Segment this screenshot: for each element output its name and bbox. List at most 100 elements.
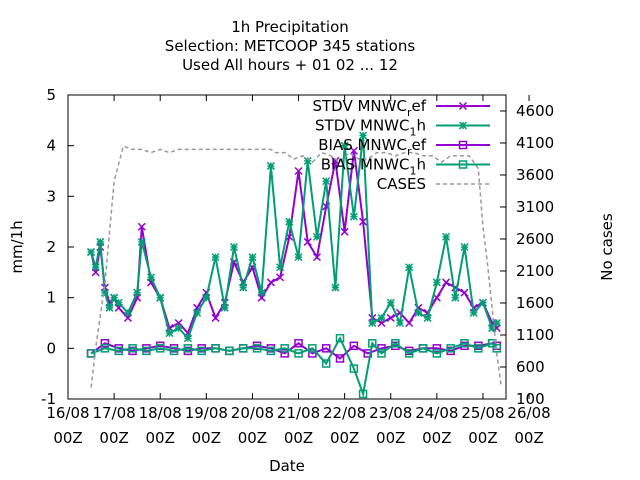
y-tick-label: 2 <box>46 238 56 256</box>
data-point <box>100 344 110 353</box>
x-tick-label: 24/08 <box>415 404 458 422</box>
data-point <box>368 339 377 348</box>
y-tick-label: 1 <box>46 289 56 307</box>
plot-area <box>86 131 503 399</box>
x-axis: 16/08 00Z 17/08 00Z 18/08 00Z 19/08 00Z 20/08 00Z… <box>46 95 551 447</box>
x-tick-label: 00Z <box>238 429 267 447</box>
data-point <box>446 344 455 353</box>
data-point <box>169 346 179 356</box>
data-point <box>359 217 368 226</box>
series-line <box>90 135 498 341</box>
y2-tick-label: 600 <box>516 358 545 376</box>
data-point <box>460 339 469 348</box>
y-tick-label: 3 <box>46 187 56 205</box>
series-line <box>90 335 498 398</box>
y-axis: -1 0 1 2 3 4 5 <box>41 86 74 408</box>
data-point <box>335 354 345 363</box>
data-point <box>142 346 151 356</box>
data-point <box>266 278 275 287</box>
series-line <box>90 342 498 360</box>
data-point <box>211 344 220 353</box>
legend-label-tail: ef <box>411 136 426 154</box>
data-point <box>100 339 110 348</box>
y-tick-label: 5 <box>46 86 56 104</box>
y2-tick-label: 2600 <box>516 230 554 248</box>
y-tick-label: 4 <box>46 137 56 155</box>
data-point <box>432 349 442 358</box>
y2-tick-label: 100 <box>516 390 545 408</box>
x-tick-label: 00Z <box>514 429 543 447</box>
legend-label-sub: r <box>407 106 412 119</box>
x-tick-label: 21/08 <box>277 404 320 422</box>
legend-label: STDV MNWCref <box>312 97 426 119</box>
data-point <box>487 339 497 348</box>
data-point <box>492 344 502 353</box>
y2-tick-label: 2100 <box>516 262 554 280</box>
x-tick-label: 25/08 <box>461 404 504 422</box>
legend-label-sub: r <box>407 145 412 158</box>
data-point <box>294 349 303 358</box>
data-point <box>252 344 262 353</box>
y2-tick-label: 1100 <box>516 326 554 344</box>
data-point <box>349 146 358 155</box>
series-1 <box>87 131 501 343</box>
y2-tick-label: 3600 <box>516 166 554 184</box>
data-point <box>114 346 123 356</box>
data-point <box>86 349 96 358</box>
legend-label-main: BIAS MNWC <box>318 136 407 154</box>
x-tick-label: 00Z <box>330 429 359 447</box>
data-point <box>211 313 220 322</box>
data-point <box>155 344 165 353</box>
data-point <box>266 346 276 356</box>
y2-tick-label: 4600 <box>516 102 554 120</box>
x-tick-label: 00Z <box>376 429 405 447</box>
legend-label-main: BIAS MNWC <box>321 156 410 174</box>
series-3 <box>86 333 502 399</box>
title-line: Selection: METCOOP 345 stations <box>165 37 416 55</box>
x-tick-label: 00Z <box>146 429 175 447</box>
data-point <box>294 166 303 176</box>
series-line <box>90 145 503 388</box>
data-point <box>458 160 468 169</box>
legend-label: BIAS MNWCref <box>318 136 426 158</box>
data-point <box>321 359 331 368</box>
data-point <box>280 344 289 353</box>
data-point <box>349 341 359 351</box>
data-point <box>276 273 285 282</box>
x-tick-label: 23/08 <box>369 404 412 422</box>
data-point <box>442 278 451 287</box>
x-tick-label: 22/08 <box>323 404 366 422</box>
x-tick-label: 18/08 <box>139 404 182 422</box>
title-line: 1h Precipitation <box>231 18 349 36</box>
legend-label-tail: h <box>416 156 426 174</box>
data-point <box>458 140 468 150</box>
legend-label-tail: h <box>416 117 426 135</box>
x-tick-label: 17/08 <box>92 404 135 422</box>
data-point <box>303 237 312 246</box>
x-axis-label: Date <box>269 457 305 475</box>
x-tick-label: 00Z <box>284 429 313 447</box>
x-tick-label: 00Z <box>53 429 82 447</box>
data-point <box>225 346 234 356</box>
data-point <box>377 349 386 358</box>
y-tick-label: 0 <box>46 339 56 357</box>
data-point <box>308 344 317 353</box>
x-tick-label: 16/08 <box>46 404 89 422</box>
x-tick-label: 00Z <box>99 429 128 447</box>
legend-label-sub: 1 <box>409 165 416 178</box>
y2-tick-label: 4100 <box>516 134 554 152</box>
x-tick-label: 00Z <box>468 429 497 447</box>
y-axis-label: mm/1h <box>8 220 26 273</box>
legend-label-tail: ef <box>411 97 426 115</box>
series-4 <box>90 145 503 388</box>
data-point <box>460 288 469 297</box>
data-point <box>358 389 368 399</box>
data-point <box>321 344 331 353</box>
x-tick-label: 20/08 <box>231 404 274 422</box>
data-point <box>474 344 483 353</box>
data-point <box>294 339 303 348</box>
data-point <box>432 293 441 302</box>
